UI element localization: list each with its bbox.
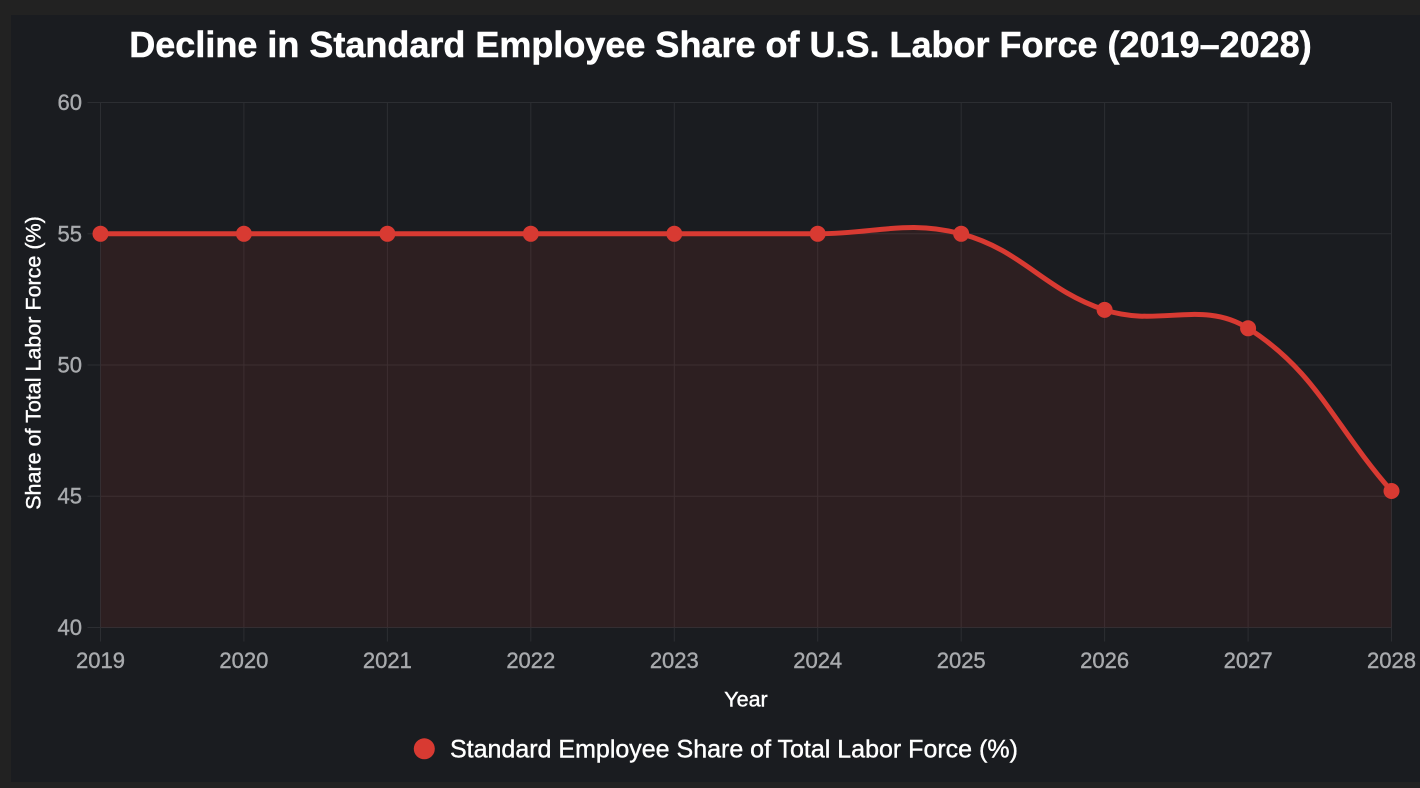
- svg-text:Year: Year: [724, 687, 767, 711]
- svg-text:Decline in Standard Employee S: Decline in Standard Employee Share of U.…: [129, 24, 1311, 65]
- svg-text:45: 45: [58, 484, 82, 509]
- svg-text:40: 40: [58, 615, 82, 640]
- svg-text:2028: 2028: [1367, 648, 1416, 673]
- svg-text:Share of Total Labor Force (%): Share of Total Labor Force (%): [21, 216, 45, 510]
- svg-text:Standard Employee Share of Tot: Standard Employee Share of Total Labor F…: [450, 736, 1018, 764]
- svg-text:2022: 2022: [506, 648, 555, 673]
- svg-text:2021: 2021: [363, 648, 412, 673]
- svg-text:2026: 2026: [1080, 648, 1129, 673]
- svg-text:60: 60: [58, 90, 82, 115]
- svg-text:2019: 2019: [76, 648, 125, 673]
- svg-text:2023: 2023: [650, 648, 699, 673]
- svg-text:55: 55: [58, 221, 82, 246]
- svg-text:2027: 2027: [1224, 648, 1273, 673]
- svg-text:2024: 2024: [793, 648, 842, 673]
- svg-text:50: 50: [58, 353, 82, 378]
- svg-text:2020: 2020: [219, 648, 268, 673]
- svg-text:2025: 2025: [937, 648, 986, 673]
